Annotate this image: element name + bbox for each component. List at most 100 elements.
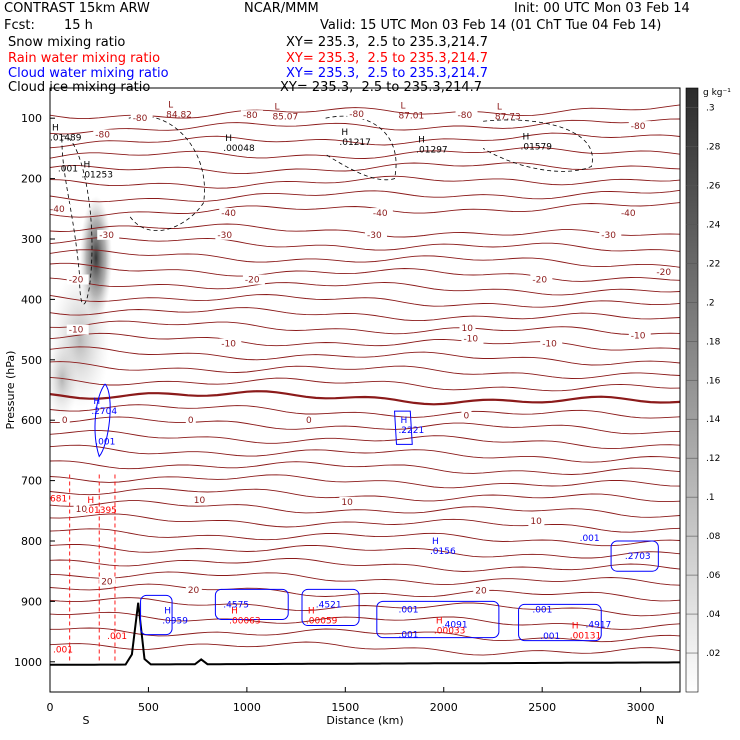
extremum-marker: H — [231, 606, 238, 616]
isotherm-line — [50, 429, 680, 450]
extremum-value: .01489 — [50, 133, 82, 143]
extremum-marker: H — [308, 606, 315, 616]
contour-value-label: .4575 — [223, 600, 249, 610]
x-tick-label: 2000 — [430, 701, 458, 714]
isotherm-line — [50, 307, 680, 322]
isotherm-line — [50, 162, 680, 175]
extremum-value: .00048 — [223, 144, 255, 154]
colorbar-tick-label: .18 — [706, 337, 721, 347]
isotherm-line — [50, 376, 680, 392]
extremum-marker: H — [523, 132, 530, 142]
colorbar-tick-label: .24 — [706, 220, 721, 230]
extremum-marker: H — [432, 537, 439, 547]
isotherm-label: -80 — [349, 110, 364, 120]
contour-value-label: .001 — [540, 632, 560, 642]
contour-value-label: .001 — [58, 164, 78, 174]
isotherm-label: -20 — [245, 275, 260, 285]
y-tick-label: 200 — [21, 173, 42, 186]
y-tick-label: 800 — [21, 535, 42, 548]
isotherm-label: 10 — [530, 517, 542, 527]
cloud-ice-contour — [128, 115, 205, 232]
contour-label-bg — [219, 338, 242, 349]
colorbar-tick-label: .04 — [706, 610, 721, 620]
x-tick-label: 2500 — [528, 701, 556, 714]
isotherm-label: -10 — [631, 332, 646, 342]
contour-label-bg — [185, 584, 202, 595]
isotherm-label: -10 — [463, 335, 478, 345]
y-tick-label: 900 — [21, 595, 42, 608]
isotherm-line — [50, 146, 680, 159]
isotherm-line — [50, 277, 680, 296]
isotherm-line — [50, 262, 680, 282]
colorbar-tick-label: .12 — [706, 454, 720, 464]
snow-tail-shading — [50, 340, 78, 420]
x-tick-label: 3000 — [627, 701, 655, 714]
isotherm-line — [50, 104, 680, 120]
isotherm-label: 10 — [76, 505, 88, 515]
isotherm-line — [50, 390, 680, 406]
extremum-value: .00063 — [229, 616, 261, 626]
colorbar-tick-label: .22 — [706, 259, 720, 269]
isotherm-label: 10 — [461, 324, 473, 334]
extremum-marker: H — [225, 134, 232, 144]
isotherm-label: 20 — [475, 587, 487, 597]
contour-value-label: .001 — [532, 605, 552, 615]
contour-label-bg — [59, 415, 70, 426]
isotherm-label: -40 — [50, 205, 65, 215]
colorbar — [685, 87, 699, 693]
contour-label-bg — [540, 338, 563, 349]
valid-time: Valid: 15 UTC Mon 03 Feb 14 (01 ChT Tue … — [320, 18, 662, 33]
contour-label-bg — [599, 229, 622, 240]
colorbar-unit: g kg⁻¹ — [703, 88, 731, 98]
x-tick-label: 1500 — [331, 701, 359, 714]
extremum-marker: L — [400, 102, 405, 112]
contour-label-bg — [461, 410, 472, 421]
extremum-value: 85.07 — [272, 113, 298, 123]
contour-label-bg — [654, 267, 677, 278]
isotherm-line — [50, 249, 680, 268]
isotherm-label: -20 — [69, 275, 84, 285]
contour-value-label: .4521 — [316, 600, 342, 610]
x-tick-label: 1000 — [233, 701, 261, 714]
isotherm-line — [50, 597, 680, 617]
y-axis-label: Pressure (hPa) — [4, 351, 17, 430]
colorbar-tick-label: .16 — [706, 376, 721, 386]
colorbar-tick-label: .2 — [706, 298, 715, 308]
y-tick-label: 600 — [21, 414, 42, 427]
cloud-ice-contour — [482, 119, 593, 172]
colorbar-tick-label: .26 — [706, 181, 721, 191]
contour-label-bg — [459, 322, 476, 333]
cloud-water-contour — [140, 594, 173, 636]
init-time: Init: 00 UTC Mon 03 Feb 14 — [514, 1, 690, 16]
contour-label-bg — [48, 203, 70, 214]
contour-label-bg — [628, 121, 651, 132]
contour-value-label: .001 — [580, 534, 600, 544]
isotherm-label: -30 — [217, 231, 232, 241]
isotherm-label: 10 — [194, 496, 206, 506]
contour-label-bg — [339, 496, 356, 507]
colorbar-tick-label: .14 — [706, 415, 721, 425]
extremum-marker: H — [52, 123, 59, 133]
center-title: NCAR/MMM — [244, 1, 319, 16]
extremum-marker: H — [341, 128, 348, 138]
contour-label-bg — [185, 415, 196, 426]
cloud-water-contour — [518, 603, 602, 642]
contour-value-label: .001 — [95, 437, 115, 447]
contour-value-label: 681 — [50, 495, 67, 505]
isotherm-line — [50, 332, 680, 351]
isotherm-label: -40 — [373, 209, 388, 219]
isotherm-line — [50, 416, 680, 435]
isotherm-label: 20 — [101, 577, 113, 587]
isotherm-line — [50, 118, 680, 135]
field-rain-xy: XY= 235.3, 2.5 to 235.3,214.7 — [286, 51, 489, 66]
field-rain-name: Rain water mixing ratio — [8, 51, 161, 66]
contour-label-bg — [473, 585, 490, 596]
contour-value-label: .001 — [398, 605, 418, 615]
cloud-water-contour — [376, 600, 500, 639]
contour-label-bg — [97, 229, 120, 240]
model-title: CONTRAST 15km ARW — [4, 1, 150, 16]
extremum-value: .00033 — [434, 627, 466, 637]
isotherm-label: 0 — [463, 411, 469, 421]
isotherm-label: 0 — [306, 416, 312, 426]
